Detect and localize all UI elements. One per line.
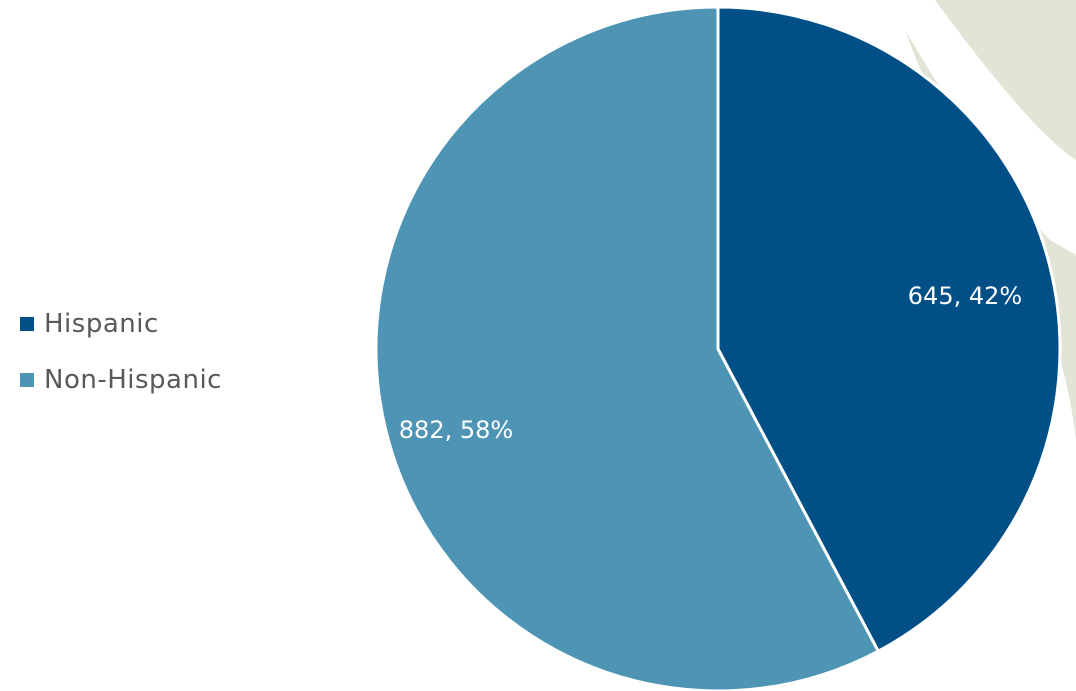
legend-swatch-hispanic — [20, 317, 34, 331]
legend-label-hispanic: Hispanic — [44, 309, 159, 339]
pie-slice-non-hispanic — [374, 5, 880, 691]
data-label-hispanic: 645, 42% — [908, 282, 1022, 310]
data-label-non-hispanic: 882, 58% — [399, 416, 513, 444]
legend-label-non-hispanic: Non-Hispanic — [44, 365, 222, 395]
legend-item-hispanic: Hispanic — [20, 304, 222, 344]
data-labels: 645, 42% 882, 58% — [399, 282, 1022, 444]
legend-swatch-non-hispanic — [20, 373, 34, 387]
legend-item-non-hispanic: Non-Hispanic — [20, 360, 222, 400]
legend: Hispanic Non-Hispanic — [20, 304, 222, 416]
pie-slice-hispanic — [716, 5, 1062, 653]
pie-slices — [374, 5, 1062, 691]
decorative-arc-shape — [935, 0, 1076, 160]
